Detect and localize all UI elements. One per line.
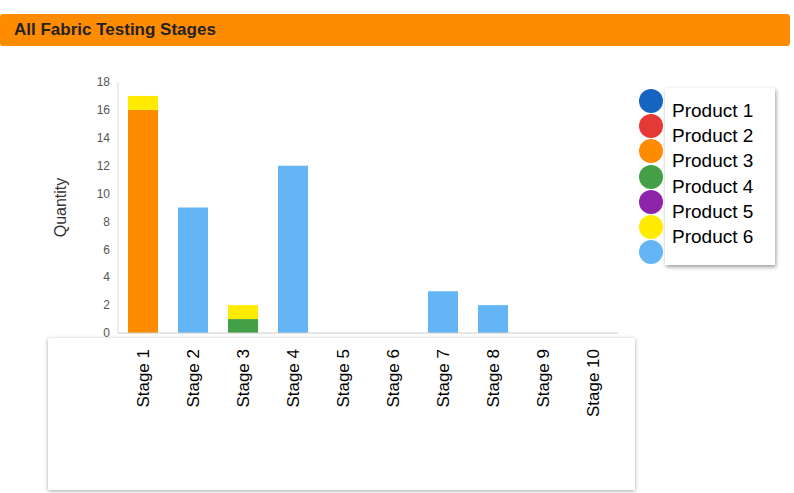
html-text:Product 6: Product 6 — [672, 226, 754, 247]
svg-text:Quantity: Quantity — [52, 178, 69, 238]
svg-text:10: 10 — [97, 187, 111, 201]
svg-text:14: 14 — [97, 131, 111, 145]
html-text:All Fabric Testing Stages: All Fabric Testing Stages — [14, 20, 216, 39]
svg-text:Stage 1: Stage 1 — [134, 349, 153, 408]
html-text:Product 3: Product 3 — [672, 150, 754, 172]
svg-text:Stage 2: Stage 2 — [184, 349, 203, 408]
html-text:Product 4: Product 4 — [672, 175, 754, 197]
html-text:Product 5: Product 5 — [672, 200, 754, 222]
svg-text:Stage 6: Stage 6 — [384, 349, 403, 408]
svg-text:16: 16 — [97, 103, 111, 117]
svg-text:12: 12 — [97, 159, 111, 173]
svg-text:Stage 9: Stage 9 — [534, 349, 553, 408]
svg-text:Stage 7: Stage 7 — [434, 349, 453, 408]
svg-text:2: 2 — [103, 298, 110, 312]
svg-text:18: 18 — [97, 75, 111, 89]
svg-text:Stage 4: Stage 4 — [284, 349, 303, 408]
svg-text:Stage 8: Stage 8 — [484, 349, 503, 408]
svg-text:Stage 5: Stage 5 — [334, 349, 353, 408]
svg-text:8: 8 — [103, 215, 110, 229]
svg-text:Stage 10: Stage 10 — [584, 349, 603, 417]
html-text:Product 1: Product 1 — [672, 100, 754, 121]
svg-text:6: 6 — [103, 243, 110, 257]
svg-text:Stage 3: Stage 3 — [234, 349, 253, 408]
svg-text:0: 0 — [103, 326, 110, 340]
html-text:Product 2: Product 2 — [672, 125, 754, 147]
svg-text:4: 4 — [103, 270, 110, 284]
